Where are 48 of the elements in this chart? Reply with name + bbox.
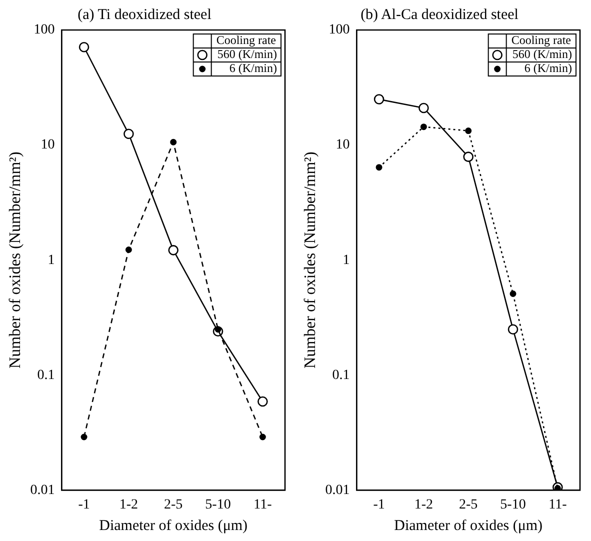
- point: [80, 434, 88, 440]
- y-tick-label: 100: [328, 22, 350, 38]
- point: [510, 290, 516, 297]
- legend-label: 560 (K/min): [217, 47, 277, 62]
- x-axis-title: Diameter of oxides (μm): [394, 518, 543, 534]
- x-tick-label: 1-2: [119, 497, 138, 512]
- x-tick-label: 11-: [548, 497, 568, 512]
- x-tick-label: 1-2: [414, 497, 434, 512]
- point: [376, 164, 382, 171]
- y-tick-label: 0.01: [325, 482, 350, 498]
- legend-label: 6 (K/min): [229, 61, 277, 76]
- y-tick-label: 1: [48, 252, 55, 268]
- y-tick-label: 0.1: [332, 368, 350, 383]
- point: [508, 324, 518, 335]
- x-tick-label: -1: [78, 497, 90, 512]
- point: [374, 94, 384, 104]
- point: [170, 138, 177, 146]
- chart-title: (a) Ti deoxidized steel: [78, 6, 212, 23]
- point: [418, 102, 429, 114]
- y-axis-title: Number of oxides (Number/mm²): [6, 152, 24, 368]
- point: [125, 246, 132, 254]
- point: [259, 434, 266, 440]
- y-tick-label: 10: [336, 138, 350, 153]
- x-tick-label: 11-: [254, 497, 272, 512]
- y-tick-label: 1: [342, 252, 350, 268]
- x-tick-label: 5-10: [500, 497, 526, 512]
- legend-label: 6 (K/min): [524, 61, 572, 76]
- legend-title: Cooling rate: [511, 33, 571, 48]
- point: [168, 245, 178, 256]
- point: [465, 128, 472, 134]
- y-tick-label: 10: [40, 138, 55, 153]
- chart-title: (b) Al-Ca deoxidized steel: [360, 6, 518, 23]
- x-tick-label: 2-5: [459, 497, 478, 512]
- legend-title: Cooling rate: [216, 33, 276, 48]
- y-tick-label: 100: [34, 22, 55, 38]
- y-tick-label: 0.01: [30, 482, 55, 498]
- legend-label: 560 (K/min): [512, 47, 572, 62]
- x-tick-label: -1: [373, 497, 385, 512]
- y-tick-label: 0.1: [37, 368, 55, 383]
- x-tick-label: 2-5: [164, 497, 183, 512]
- point: [463, 152, 474, 162]
- point: [78, 42, 90, 52]
- point: [124, 128, 134, 140]
- point: [420, 124, 427, 130]
- point: [258, 396, 268, 407]
- y-axis-title: Number of oxides (Number/mm²): [302, 152, 319, 368]
- x-tick-label: 5-10: [205, 497, 231, 512]
- x-axis-title: Diameter of oxides (μm): [99, 518, 248, 534]
